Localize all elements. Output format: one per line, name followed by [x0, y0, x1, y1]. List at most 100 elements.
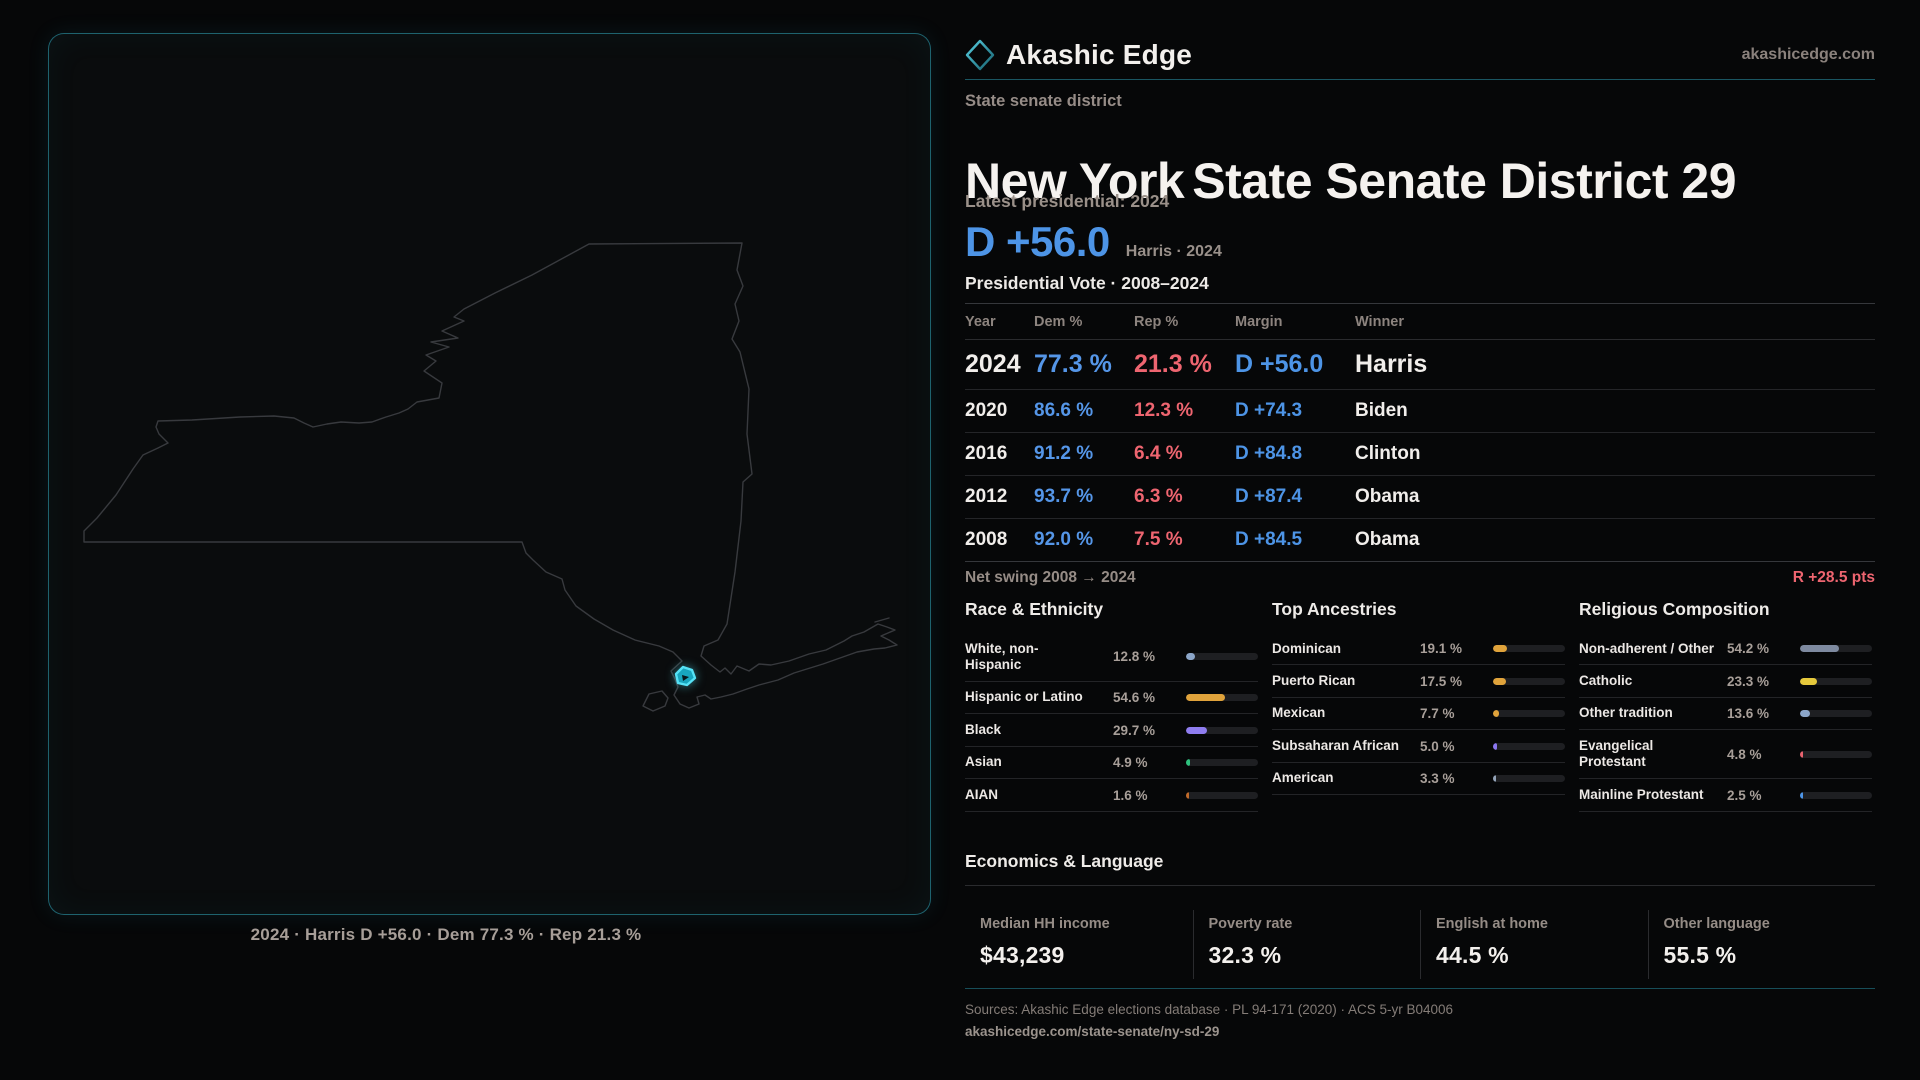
vote-table-title: Presidential Vote · 2008–2024	[965, 273, 1209, 293]
vote-winner: Biden	[1355, 400, 1408, 421]
economics-stat: Other language 55.5 %	[1647, 910, 1876, 979]
new-york-state-map	[83, 242, 898, 712]
vote-table-row: 2016 91.2 % 6.4 % D +84.8 Clinton	[965, 433, 1875, 476]
map-panel[interactable]	[48, 33, 931, 915]
demo-row: Puerto Rican 17.5 %	[1272, 665, 1565, 698]
demo-label: Black	[965, 721, 1002, 737]
demo-bar-fill	[1800, 791, 1803, 799]
vote-year: 2016	[965, 443, 1008, 464]
demo-bar-track	[1186, 653, 1258, 661]
demo-value: 17.5 %	[1420, 673, 1463, 689]
headline-margin-value: D +56.0	[965, 218, 1110, 265]
vote-table: Year Dem % Rep % Margin Winner 2024 77.3 % 21.…	[965, 303, 1875, 562]
demo-bar-fill	[1186, 759, 1190, 767]
vote-table-column-header: Winner	[1355, 313, 1405, 330]
vote-margin: D +84.5	[1235, 529, 1303, 550]
demo-label: Puerto Rican	[1272, 672, 1356, 688]
demo-bar-track	[1186, 726, 1258, 734]
demo-label: Dominican	[1272, 640, 1342, 656]
vote-margin: D +84.8	[1235, 443, 1303, 464]
economics-stat-value: 44.5 %	[1436, 942, 1509, 968]
demo-bar-fill	[1800, 710, 1810, 718]
brand-header: Akashic Edge akashicedge.com	[965, 36, 1875, 74]
vote-winner: Obama	[1355, 529, 1420, 550]
economics-stat-label: English at home	[1436, 916, 1548, 932]
vote-table-body: 2024 77.3 % 21.3 % D +56.0 Harris 2020 86.6 % 1…	[965, 340, 1875, 562]
net-swing-value: R +28.5 pts	[1792, 569, 1875, 586]
demo-bar-track	[1493, 742, 1565, 750]
map-caption: 2024 · Harris D +56.0 · Dem 77.3 % · Rep…	[250, 925, 642, 944]
demo-row: Other tradition 13.6 %	[1579, 698, 1872, 731]
demo-row: Dominican 19.1 %	[1272, 633, 1565, 666]
demo-row: Evangelical Protestant 4.8 %	[1579, 730, 1872, 780]
economics-stat: English at home 44.5 %	[1420, 910, 1648, 979]
demo-bar-track	[1186, 694, 1258, 702]
demo-bar-track	[1493, 677, 1565, 685]
headline-margin-note: Harris · 2024	[1125, 243, 1222, 260]
demo-column-title: Race & Ethnicity	[965, 599, 1104, 619]
vote-table-row: 2020 86.6 % 12.3 % D +74.3 Biden	[965, 390, 1875, 433]
vote-margin: D +87.4	[1235, 486, 1303, 507]
demo-bar-fill	[1800, 677, 1817, 685]
economics-grid: Median HH income $43,239 Poverty rate 32.3 …	[965, 910, 1875, 979]
vote-dem-pct: 92.0 %	[1034, 529, 1094, 550]
demo-column-ancestries: Top Ancestries Dominican 19.1 % Puerto Rica…	[1272, 599, 1565, 812]
vote-winner: Harris	[1355, 350, 1428, 378]
demographics-grid: Race & Ethnicity White, non-Hispanic 12.8 …	[965, 599, 1875, 812]
vote-table-column-header: Year	[965, 313, 996, 330]
demo-bar-fill	[1493, 677, 1506, 685]
demo-bar-track	[1800, 677, 1872, 685]
vote-year: 2024	[965, 350, 1021, 378]
page-footer: Sources: Akashic Edge elections database…	[965, 988, 1875, 1039]
vote-dem-pct: 86.6 %	[1034, 400, 1094, 421]
economics-divider	[965, 885, 1875, 886]
demo-value: 54.6 %	[1113, 690, 1156, 706]
vote-table-row: 2024 77.3 % 21.3 % D +56.0 Harris	[965, 340, 1875, 390]
demo-label: Other tradition	[1579, 705, 1673, 721]
demo-value: 13.6 %	[1727, 706, 1770, 722]
economics-stat: Median HH income $43,239	[965, 910, 1193, 979]
demo-bar-fill	[1800, 645, 1840, 653]
demo-label: American	[1272, 770, 1334, 786]
demo-bar-track	[1493, 710, 1565, 718]
staten-island-outline	[642, 690, 669, 712]
brand-name: Akashic Edge	[1006, 39, 1193, 70]
economics-title: Economics & Language	[965, 851, 1164, 871]
demo-value: 23.3 %	[1727, 673, 1770, 689]
island-dash	[874, 617, 890, 623]
demo-bar-fill	[1493, 645, 1507, 653]
demo-bar-track	[1800, 791, 1872, 799]
demo-label: Mexican	[1272, 705, 1326, 721]
demo-bar-track	[1493, 645, 1565, 653]
demo-bar-track	[1186, 759, 1258, 767]
demo-bar-track	[1800, 750, 1872, 758]
demo-bar-fill	[1186, 694, 1226, 702]
page-title: New York State Senate District 29	[965, 152, 1737, 209]
vote-margin: D +74.3	[1235, 400, 1303, 421]
demo-value: 19.1 %	[1420, 641, 1463, 657]
demo-bar-fill	[1800, 750, 1804, 758]
demo-value: 29.7 %	[1113, 722, 1156, 738]
vote-year: 2020	[965, 400, 1008, 421]
brand-domain-link[interactable]: akashicedge.com	[1741, 46, 1875, 63]
economics-stat-label: Median HH income	[980, 916, 1110, 932]
demo-value: 2.5 %	[1727, 787, 1762, 803]
economics-stat: Poverty rate 32.3 %	[1192, 910, 1421, 979]
vote-year: 2008	[965, 529, 1008, 550]
vote-table-header: Year Dem % Rep % Margin Winner	[965, 304, 1875, 340]
vote-table-row: 2012 93.7 % 6.3 % D +87.4 Obama	[965, 476, 1875, 519]
vote-dem-pct: 91.2 %	[1034, 443, 1094, 464]
vote-winner: Clinton	[1355, 443, 1421, 464]
page-title-region: New York	[965, 152, 1185, 209]
demo-column-title: Top Ancestries	[1272, 599, 1397, 619]
vote-table-column-header: Dem %	[1034, 313, 1083, 330]
footer-permalink[interactable]: akashicedge.com/state-senate/ny-sd-29	[965, 1024, 1220, 1039]
demo-bar-track	[1493, 775, 1565, 783]
demo-row: Non-adherent / Other 54.2 %	[1579, 633, 1872, 666]
net-swing-label: Net swing 2008 → 2024	[965, 569, 1136, 586]
demo-column-religion: Religious Composition Non-adherent / Othe…	[1579, 599, 1872, 812]
vote-table-column-header: Margin	[1235, 313, 1283, 330]
demo-label: Subsaharan African	[1272, 737, 1400, 753]
economics-stat-value: $43,239	[980, 942, 1065, 968]
